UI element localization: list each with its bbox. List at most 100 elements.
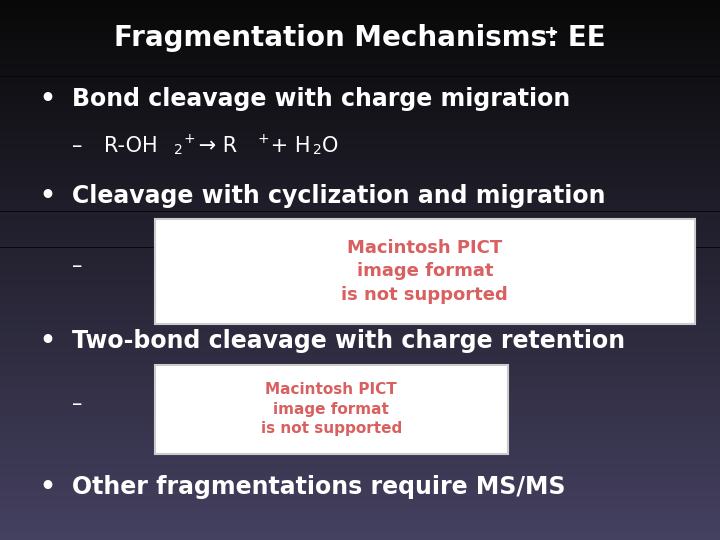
Bar — [0, 207, 720, 212]
Bar — [0, 342, 720, 347]
Bar — [0, 94, 720, 99]
Bar — [0, 90, 720, 94]
Bar — [0, 126, 720, 131]
Bar — [0, 72, 720, 77]
Bar — [0, 428, 720, 432]
Text: •: • — [40, 329, 55, 353]
Bar — [0, 189, 720, 193]
Bar — [0, 180, 720, 185]
Bar — [0, 517, 720, 522]
Bar — [0, 176, 720, 180]
Text: Two-bond cleavage with charge retention: Two-bond cleavage with charge retention — [72, 329, 625, 353]
Bar — [0, 216, 720, 220]
Bar — [0, 320, 720, 324]
Bar — [0, 374, 720, 378]
Bar — [0, 135, 720, 139]
Bar — [0, 40, 720, 45]
Text: Cleavage with cyclization and migration: Cleavage with cyclization and migration — [72, 184, 606, 207]
Bar — [0, 324, 720, 328]
Bar — [0, 50, 720, 54]
Bar — [0, 446, 720, 450]
Bar — [0, 153, 720, 158]
Text: +: + — [257, 132, 269, 146]
Bar — [0, 306, 720, 310]
Bar — [0, 166, 720, 171]
Bar — [0, 85, 720, 90]
Bar — [0, 108, 720, 112]
Bar — [0, 220, 720, 225]
Bar — [0, 36, 720, 40]
Text: •: • — [40, 475, 55, 499]
Bar — [0, 392, 720, 396]
Bar — [0, 387, 720, 392]
Bar — [0, 14, 720, 18]
Bar — [0, 486, 720, 490]
FancyBboxPatch shape — [155, 364, 508, 454]
Bar — [0, 293, 720, 297]
Bar — [0, 148, 720, 153]
Bar — [0, 45, 720, 50]
Text: 2: 2 — [313, 143, 322, 157]
Bar — [0, 131, 720, 135]
Bar — [0, 0, 720, 4]
Bar — [0, 347, 720, 351]
FancyBboxPatch shape — [155, 219, 695, 324]
Bar — [0, 328, 720, 333]
Bar — [0, 441, 720, 445]
Bar — [0, 504, 720, 509]
Bar — [0, 463, 720, 468]
Bar — [0, 396, 720, 401]
Bar — [0, 401, 720, 405]
Bar — [0, 297, 720, 301]
Bar — [0, 261, 720, 266]
Bar — [0, 432, 720, 436]
Bar — [0, 104, 720, 108]
Text: –: – — [72, 256, 82, 276]
Text: –: – — [72, 394, 82, 414]
Text: Macintosh PICT
image format
is not supported: Macintosh PICT image format is not suppo… — [341, 239, 508, 304]
Bar — [0, 333, 720, 338]
Bar — [0, 252, 720, 256]
Bar — [0, 315, 720, 320]
Bar — [0, 4, 720, 9]
Text: •: • — [40, 87, 55, 111]
Bar — [0, 500, 720, 504]
Bar — [0, 495, 720, 500]
Bar — [0, 77, 720, 81]
Bar — [0, 509, 720, 513]
Bar — [0, 310, 720, 315]
Bar — [0, 31, 720, 36]
Bar — [0, 526, 720, 531]
Bar — [0, 369, 720, 374]
Bar — [0, 455, 720, 459]
Bar — [0, 360, 720, 364]
Bar — [0, 490, 720, 495]
Bar — [0, 212, 720, 216]
Bar — [0, 185, 720, 189]
Text: R-OH: R-OH — [104, 136, 158, 156]
Bar — [0, 436, 720, 441]
Bar — [0, 522, 720, 526]
Bar — [0, 288, 720, 293]
Text: Fragmentation Mechanisms: EE: Fragmentation Mechanisms: EE — [114, 24, 606, 52]
Bar — [0, 247, 720, 252]
Bar — [0, 284, 720, 288]
Bar — [0, 378, 720, 382]
Bar — [0, 198, 720, 202]
Bar — [0, 54, 720, 58]
Bar — [0, 117, 720, 122]
Bar — [0, 68, 720, 72]
Bar — [0, 27, 720, 31]
Bar — [0, 171, 720, 176]
Bar — [0, 122, 720, 126]
Bar — [0, 418, 720, 423]
Bar — [0, 364, 720, 369]
Bar — [0, 144, 720, 148]
Bar — [0, 266, 720, 270]
Bar — [0, 301, 720, 306]
Text: O: O — [322, 136, 338, 156]
Bar — [0, 472, 720, 477]
Bar — [0, 23, 720, 27]
Text: → R: → R — [192, 136, 238, 156]
Text: +: + — [544, 24, 559, 42]
